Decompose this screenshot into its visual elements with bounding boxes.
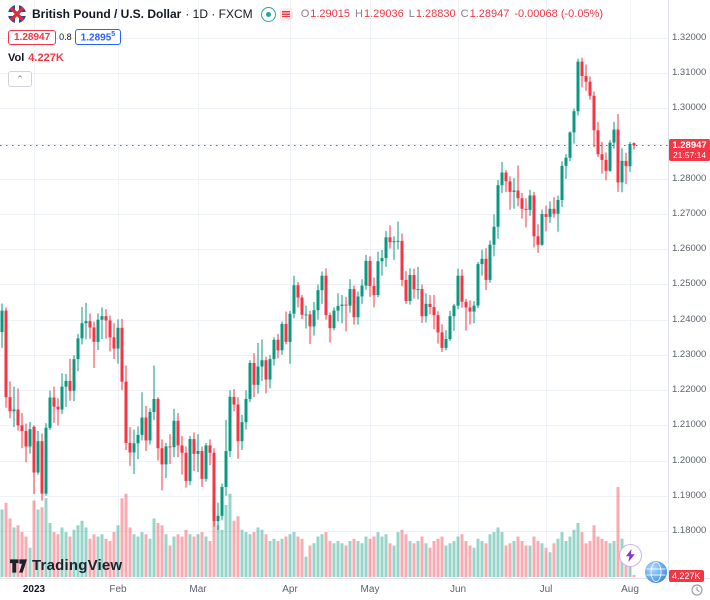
bid-ask-row: 1.28947 0.8 1.28955 (8, 29, 603, 46)
chart-legend: British Pound / U.S. Dollar · 1D · FXCM … (8, 5, 603, 88)
ohlc-values: O 1.29015 H 1.29036 L 1.28830 C 1.28947 … (301, 8, 603, 20)
eye-icon[interactable] (260, 6, 276, 22)
price-tick: 1.19000 (672, 489, 707, 501)
symbol-title[interactable]: British Pound / U.S. Dollar (32, 7, 182, 21)
ask-main: 1.2895 (80, 32, 112, 44)
time-tick: Mar (189, 584, 207, 595)
symbol-meta[interactable]: · 1D · FXCM (185, 7, 253, 21)
price-tick: 1.27000 (672, 208, 707, 220)
lightning-icon (626, 549, 635, 562)
time-axis[interactable]: 2023 Feb Mar Apr May Jun Jul Aug (0, 578, 710, 600)
price-tick: 1.31000 (672, 67, 707, 79)
spread-value: 0.8 (59, 32, 72, 43)
time-tick: Apr (282, 584, 298, 595)
ask-sup: 5 (111, 31, 116, 38)
open-value: 1.29015 (310, 8, 351, 20)
price-tick: 1.32000 (672, 32, 707, 44)
high-label: H (355, 8, 363, 20)
quick-trade-button[interactable] (619, 544, 642, 567)
price-tick: 1.22000 (672, 384, 707, 396)
time-tick: Jul (539, 584, 553, 595)
tradingview-logo-text: TradingView (32, 557, 123, 574)
price-tick: 1.18000 (672, 524, 707, 536)
globe-button[interactable] (645, 561, 667, 583)
time-tick: Feb (109, 584, 127, 595)
change-value: -0.00068 (-0.05%) (514, 8, 604, 20)
time-tick: Aug (621, 584, 639, 595)
menu-icon[interactable] (279, 7, 293, 21)
price-tick: 1.28000 (672, 172, 707, 184)
volume-axis-label: 4.227K (669, 570, 704, 582)
bar-countdown: 21:57:14 (672, 149, 707, 160)
globe-icon (646, 562, 666, 582)
high-value: 1.29036 (363, 8, 404, 20)
timezone-clock-icon[interactable] (691, 584, 703, 596)
current-price-value: 1.28947 (672, 139, 707, 151)
buy-button[interactable]: 1.28955 (74, 29, 122, 46)
low-value: 1.28830 (415, 8, 456, 20)
legend-title-row: British Pound / U.S. Dollar · 1D · FXCM … (8, 5, 603, 23)
current-price-label: 1.28947 21:57:14 (669, 138, 710, 161)
volume-label[interactable]: Vol (8, 52, 25, 65)
instrument-logo-icon (8, 5, 26, 23)
low-label: L (408, 8, 415, 20)
price-tick: 1.30000 (672, 102, 707, 114)
tradingview-logo[interactable]: TradingView (10, 557, 122, 574)
time-tick: May (360, 584, 380, 595)
price-tick: 1.24000 (672, 313, 707, 325)
close-label: C (460, 8, 469, 20)
chevron-up-icon: ⌃ (16, 73, 24, 84)
close-value: 1.28947 (469, 8, 510, 20)
volume-row: Vol 4.227K (8, 52, 603, 64)
time-tick: Jun (449, 584, 467, 595)
time-tick: 2023 (22, 584, 46, 595)
price-tick: 1.21000 (672, 419, 707, 431)
tradingview-mark-icon (10, 558, 27, 573)
price-tick: 1.26000 (672, 243, 707, 255)
price-tick: 1.20000 (672, 454, 707, 466)
sell-button[interactable]: 1.28947 (8, 29, 57, 45)
price-axis[interactable]: 1.320001.310001.300001.290001.280001.270… (668, 0, 710, 582)
price-tick: 1.23000 (672, 348, 707, 360)
volume-value: 4.227K (28, 52, 64, 65)
open-label: O (300, 8, 310, 20)
price-tick: 1.25000 (672, 278, 707, 290)
collapse-legend-button[interactable]: ⌃ (8, 71, 32, 88)
